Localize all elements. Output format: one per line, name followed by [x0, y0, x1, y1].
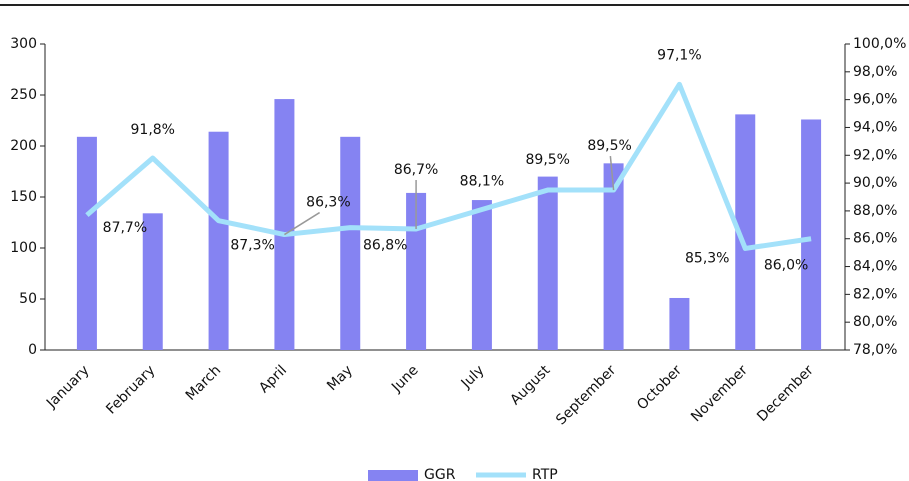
- y2-tick-label: 90,0%: [853, 175, 897, 191]
- data-label: 86,7%: [394, 162, 438, 178]
- y-tick-label: 250: [10, 87, 37, 103]
- y-tick-label: 100: [10, 240, 37, 256]
- y2-tick-label: 88,0%: [853, 203, 897, 219]
- y2-tick-label: 98,0%: [853, 64, 897, 80]
- line: [85, 81, 812, 251]
- data-label: 87,7%: [103, 220, 147, 236]
- bar: [274, 99, 295, 350]
- data-label: 88,1%: [460, 174, 504, 190]
- x-tick-label: February: [103, 362, 158, 417]
- data-label: 86,8%: [363, 238, 407, 254]
- x-tick-label: October: [634, 362, 685, 413]
- x-tick-label: March: [183, 362, 224, 403]
- bar: [537, 176, 558, 350]
- bar: [406, 192, 427, 350]
- leader-line: [284, 211, 321, 236]
- data-label: 89,5%: [526, 152, 570, 168]
- x-tick-label: November: [688, 362, 751, 425]
- y-tick-label: 300: [10, 36, 37, 52]
- leader-line: [609, 155, 615, 191]
- y2-tick-label: 92,0%: [853, 147, 897, 163]
- x-tick-label: January: [43, 362, 93, 412]
- legend-swatch: [368, 470, 418, 481]
- bar: [801, 119, 822, 350]
- bar: [76, 136, 97, 350]
- y-tick-label: 0: [28, 342, 37, 358]
- bar: [471, 200, 492, 350]
- y-tick-label: 50: [19, 291, 37, 307]
- bar: [340, 136, 361, 350]
- y-tick-label: 200: [10, 138, 37, 154]
- bar: [669, 297, 690, 350]
- y2-tick-label: 86,0%: [853, 231, 897, 247]
- legend-label: GGR: [424, 467, 456, 481]
- y2-tick-label: 80,0%: [853, 314, 897, 330]
- legend-label: RTP: [532, 467, 558, 481]
- y2-tick-label: 96,0%: [853, 92, 897, 108]
- y2-tick-label: 84,0%: [853, 259, 897, 275]
- x-tick-label: July: [458, 362, 488, 392]
- x-tick-label: May: [324, 362, 356, 394]
- data-label: 97,1%: [657, 47, 701, 63]
- bar: [208, 131, 229, 350]
- y-tick-label: 150: [10, 189, 37, 205]
- data-label: 89,5%: [587, 138, 631, 154]
- x-tick-label: September: [553, 362, 619, 428]
- y2-tick-label: 82,0%: [853, 286, 897, 302]
- data-label: 86,0%: [764, 258, 808, 274]
- y2-tick-label: 78,0%: [853, 342, 897, 358]
- bar: [142, 213, 163, 350]
- x-tick-label: August: [507, 362, 553, 408]
- data-label: 87,3%: [230, 238, 274, 254]
- y2-tick-label: 94,0%: [853, 119, 897, 135]
- data-label: 91,8%: [131, 122, 175, 138]
- data-label: 86,3%: [306, 195, 350, 211]
- bar: [603, 163, 624, 350]
- x-tick-label: June: [388, 362, 422, 396]
- x-tick-label: December: [754, 362, 817, 425]
- x-tick-label: April: [256, 362, 290, 396]
- y2-tick-label: 100,0%: [853, 36, 906, 52]
- bar: [735, 114, 756, 350]
- data-label: 85,3%: [685, 250, 729, 266]
